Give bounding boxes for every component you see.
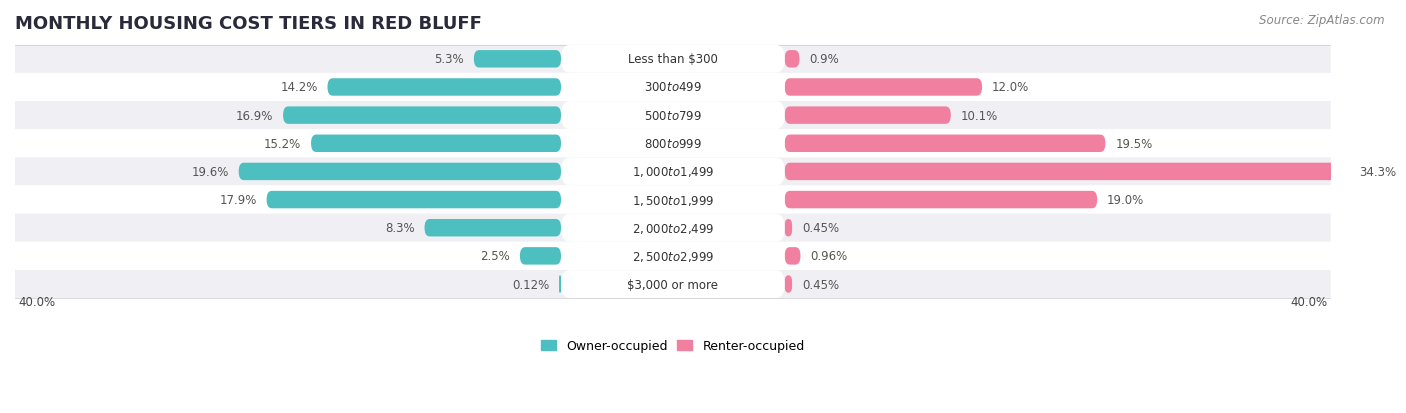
FancyBboxPatch shape (561, 130, 785, 158)
FancyBboxPatch shape (561, 74, 785, 102)
Text: MONTHLY HOUSING COST TIERS IN RED BLUFF: MONTHLY HOUSING COST TIERS IN RED BLUFF (15, 15, 482, 33)
FancyBboxPatch shape (15, 270, 1330, 298)
Text: Source: ZipAtlas.com: Source: ZipAtlas.com (1260, 14, 1385, 27)
Text: 17.9%: 17.9% (219, 194, 257, 206)
FancyBboxPatch shape (785, 135, 1105, 153)
FancyBboxPatch shape (561, 186, 785, 214)
Text: 19.5%: 19.5% (1115, 138, 1153, 150)
Text: $1,500 to $1,999: $1,500 to $1,999 (631, 193, 714, 207)
FancyBboxPatch shape (785, 107, 950, 125)
Text: 12.0%: 12.0% (991, 81, 1029, 94)
Text: $300 to $499: $300 to $499 (644, 81, 702, 94)
Text: $2,000 to $2,499: $2,000 to $2,499 (631, 221, 714, 235)
Text: 0.45%: 0.45% (801, 278, 839, 291)
FancyBboxPatch shape (785, 163, 1348, 181)
Text: $2,500 to $2,999: $2,500 to $2,999 (631, 249, 714, 263)
Text: 0.96%: 0.96% (810, 250, 848, 263)
Text: 0.12%: 0.12% (512, 278, 550, 291)
FancyBboxPatch shape (15, 214, 1330, 242)
Text: $1,000 to $1,499: $1,000 to $1,499 (631, 165, 714, 179)
Text: 15.2%: 15.2% (264, 138, 301, 150)
Text: 19.6%: 19.6% (191, 166, 229, 178)
Text: 34.3%: 34.3% (1358, 166, 1396, 178)
FancyBboxPatch shape (15, 242, 1330, 270)
Text: Less than $300: Less than $300 (628, 53, 718, 66)
Text: 2.5%: 2.5% (481, 250, 510, 263)
FancyBboxPatch shape (785, 247, 800, 265)
Text: 10.1%: 10.1% (960, 109, 998, 122)
FancyBboxPatch shape (328, 79, 561, 97)
Text: 8.3%: 8.3% (385, 222, 415, 235)
Text: $500 to $799: $500 to $799 (644, 109, 702, 122)
Text: 5.3%: 5.3% (434, 53, 464, 66)
FancyBboxPatch shape (15, 45, 1330, 74)
Text: 16.9%: 16.9% (236, 109, 273, 122)
FancyBboxPatch shape (15, 186, 1330, 214)
FancyBboxPatch shape (561, 158, 785, 186)
FancyBboxPatch shape (239, 163, 561, 181)
FancyBboxPatch shape (561, 242, 785, 270)
FancyBboxPatch shape (311, 135, 561, 153)
FancyBboxPatch shape (15, 158, 1330, 186)
Text: 40.0%: 40.0% (18, 295, 55, 308)
FancyBboxPatch shape (561, 102, 785, 130)
Legend: Owner-occupied, Renter-occupied: Owner-occupied, Renter-occupied (536, 335, 810, 358)
Text: $3,000 or more: $3,000 or more (627, 278, 718, 291)
Text: 14.2%: 14.2% (280, 81, 318, 94)
FancyBboxPatch shape (520, 247, 561, 265)
Text: 0.45%: 0.45% (801, 222, 839, 235)
FancyBboxPatch shape (561, 271, 785, 298)
FancyBboxPatch shape (15, 102, 1330, 130)
Text: 19.0%: 19.0% (1107, 194, 1144, 206)
FancyBboxPatch shape (561, 214, 785, 242)
FancyBboxPatch shape (15, 74, 1330, 102)
FancyBboxPatch shape (474, 51, 561, 69)
FancyBboxPatch shape (785, 191, 1097, 209)
FancyBboxPatch shape (267, 191, 561, 209)
FancyBboxPatch shape (425, 219, 561, 237)
Text: $800 to $999: $800 to $999 (644, 138, 702, 150)
FancyBboxPatch shape (785, 275, 792, 293)
Text: 40.0%: 40.0% (1291, 295, 1327, 308)
FancyBboxPatch shape (560, 275, 561, 293)
FancyBboxPatch shape (15, 130, 1330, 158)
FancyBboxPatch shape (283, 107, 561, 125)
Text: 0.9%: 0.9% (810, 53, 839, 66)
FancyBboxPatch shape (785, 51, 800, 69)
FancyBboxPatch shape (561, 46, 785, 74)
FancyBboxPatch shape (785, 79, 981, 97)
FancyBboxPatch shape (785, 219, 792, 237)
